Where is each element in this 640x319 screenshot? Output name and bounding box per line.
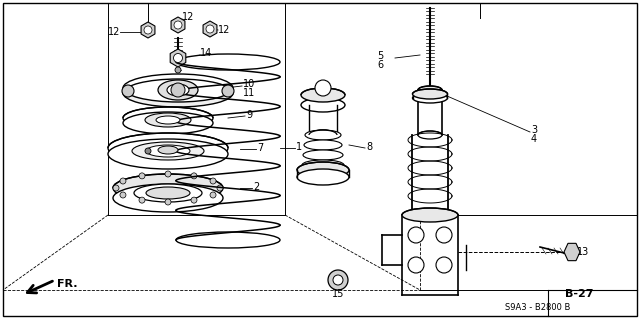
Text: 3: 3 (531, 125, 537, 135)
Ellipse shape (301, 98, 345, 112)
Circle shape (333, 275, 343, 285)
Text: 6: 6 (377, 60, 383, 70)
Circle shape (173, 54, 182, 63)
Text: 1: 1 (296, 142, 302, 152)
Text: 5: 5 (377, 51, 383, 61)
Ellipse shape (146, 145, 190, 157)
Circle shape (139, 173, 145, 179)
Ellipse shape (413, 93, 447, 103)
Text: 13: 13 (577, 247, 589, 257)
Circle shape (144, 26, 152, 34)
Text: 11: 11 (243, 88, 255, 98)
Circle shape (171, 83, 185, 97)
Text: 14: 14 (200, 48, 212, 58)
Ellipse shape (113, 184, 223, 212)
Ellipse shape (303, 150, 343, 160)
Circle shape (175, 67, 181, 73)
Polygon shape (203, 21, 217, 37)
Ellipse shape (176, 232, 280, 248)
Ellipse shape (158, 80, 198, 100)
Circle shape (120, 178, 126, 184)
Circle shape (222, 85, 234, 97)
Ellipse shape (108, 139, 228, 169)
Text: 12: 12 (108, 27, 120, 37)
Ellipse shape (146, 187, 190, 199)
Text: 15: 15 (332, 289, 344, 299)
Circle shape (328, 270, 348, 290)
Ellipse shape (132, 142, 204, 160)
Circle shape (139, 197, 145, 203)
Circle shape (408, 257, 424, 273)
Ellipse shape (412, 210, 448, 220)
Text: 12: 12 (218, 25, 230, 35)
Text: B-27: B-27 (565, 289, 593, 299)
Polygon shape (564, 243, 580, 261)
Ellipse shape (297, 162, 349, 178)
Circle shape (436, 257, 452, 273)
Ellipse shape (113, 174, 223, 202)
Ellipse shape (418, 131, 442, 139)
Circle shape (122, 85, 134, 97)
Ellipse shape (302, 160, 344, 170)
Text: 2: 2 (253, 182, 259, 192)
Text: 7: 7 (257, 143, 263, 153)
Ellipse shape (123, 74, 233, 102)
Text: S9A3 - B2800 B: S9A3 - B2800 B (505, 302, 570, 311)
Text: FR.: FR. (57, 279, 77, 289)
Ellipse shape (123, 107, 213, 129)
Ellipse shape (418, 86, 442, 94)
Ellipse shape (108, 133, 228, 163)
Circle shape (217, 185, 223, 191)
Polygon shape (171, 17, 185, 33)
Circle shape (191, 197, 197, 203)
Ellipse shape (158, 146, 178, 154)
Circle shape (174, 21, 182, 29)
Ellipse shape (156, 116, 180, 124)
Circle shape (165, 199, 171, 205)
Ellipse shape (297, 169, 349, 185)
Polygon shape (170, 49, 186, 67)
Circle shape (145, 148, 151, 154)
Ellipse shape (301, 88, 345, 102)
Ellipse shape (305, 130, 341, 140)
Ellipse shape (123, 79, 233, 107)
Ellipse shape (309, 130, 337, 140)
Circle shape (191, 173, 197, 179)
Ellipse shape (304, 140, 342, 150)
Text: 4: 4 (531, 134, 537, 144)
Ellipse shape (176, 54, 280, 70)
Ellipse shape (413, 89, 447, 99)
Text: 8: 8 (366, 142, 372, 152)
Text: 9: 9 (246, 110, 252, 120)
Circle shape (436, 227, 452, 243)
Circle shape (210, 192, 216, 198)
Ellipse shape (167, 84, 189, 96)
Text: 10: 10 (243, 79, 255, 89)
Circle shape (408, 227, 424, 243)
Ellipse shape (145, 113, 191, 127)
Circle shape (315, 80, 331, 96)
Circle shape (165, 171, 171, 177)
Circle shape (206, 25, 214, 33)
Circle shape (120, 192, 126, 198)
Polygon shape (141, 22, 155, 38)
Text: 12: 12 (182, 12, 195, 22)
Ellipse shape (402, 208, 458, 222)
Ellipse shape (134, 184, 202, 202)
Circle shape (210, 178, 216, 184)
Ellipse shape (123, 112, 213, 134)
Circle shape (113, 185, 119, 191)
